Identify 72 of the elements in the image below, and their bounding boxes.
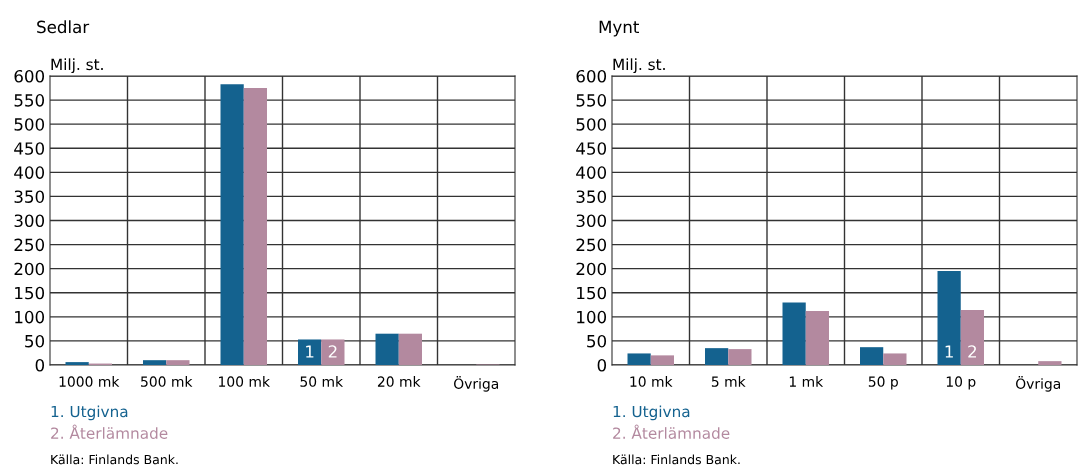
y-tick-label: 0 xyxy=(597,358,607,372)
y-tick-label: 600 xyxy=(576,69,607,83)
y-tick-label: 450 xyxy=(14,142,45,155)
bar xyxy=(782,302,806,365)
bar xyxy=(65,362,89,365)
text: 2. Återlämnade xyxy=(613,424,730,439)
bar xyxy=(705,348,729,365)
bar xyxy=(298,339,322,365)
y-tick-label: 300 xyxy=(576,214,607,228)
y-axis-title: Milj. st. xyxy=(51,58,103,74)
x-tick-label: 50 mk xyxy=(300,376,344,387)
x-tick-label: 10 mk xyxy=(630,376,673,387)
y-tick-label: 200 xyxy=(14,262,45,276)
y-tick-label: 350 xyxy=(576,190,607,203)
y-tick-label: 200 xyxy=(576,262,607,276)
bar xyxy=(220,84,244,365)
y-tick-label: 150 xyxy=(15,286,45,300)
y-tick-label: 600 xyxy=(14,69,45,83)
x-tick-label: 5 mk xyxy=(711,376,746,387)
y-tick-label: 100 xyxy=(15,310,45,324)
y-tick-label: 50 xyxy=(25,334,45,348)
y-tick-label: 250 xyxy=(14,238,45,252)
bar xyxy=(375,333,399,365)
bar xyxy=(650,355,674,365)
y-tick-label: 300 xyxy=(14,214,45,228)
x-tick-label: 1000 mk xyxy=(59,376,120,387)
bar xyxy=(166,360,190,365)
annotation: 2 xyxy=(968,345,977,358)
y-tick-label: 500 xyxy=(14,118,45,131)
y-tick-label: 0 xyxy=(35,358,45,372)
bar xyxy=(937,271,961,365)
annotation: 2 xyxy=(328,345,337,358)
bar xyxy=(728,349,752,365)
x-tick-label: Övriga xyxy=(454,376,499,392)
y-tick-label: 400 xyxy=(576,166,607,179)
y-tick-label: 350 xyxy=(14,190,45,203)
bar xyxy=(398,333,422,365)
bar xyxy=(1038,361,1062,365)
y-tick-label: 100 xyxy=(577,310,607,324)
bar xyxy=(627,353,651,365)
y-tick-label: 250 xyxy=(576,238,607,252)
text: 1. Utgivna xyxy=(613,405,690,421)
chart-title: Sedlar xyxy=(37,20,90,34)
bar xyxy=(321,339,345,365)
bar xyxy=(860,347,884,365)
text: 1. Utgivna xyxy=(51,405,128,421)
x-tick-label: 100 mk xyxy=(219,376,270,387)
text: Källa: Finlands Bank. xyxy=(613,454,740,465)
y-tick-label: 50 xyxy=(587,334,607,348)
bar xyxy=(883,353,907,365)
y-tick-label: 550 xyxy=(14,94,45,107)
text: 2. Återlämnade xyxy=(51,424,168,439)
x-tick-label: 20 mk xyxy=(377,376,421,387)
bar xyxy=(243,88,267,365)
y-tick-label: 450 xyxy=(576,142,607,155)
y-tick-label: 500 xyxy=(576,118,607,131)
y-axis-title: Milj. st. xyxy=(613,58,665,74)
annotation: 1 xyxy=(945,345,953,358)
x-tick-label: 500 mk xyxy=(141,376,193,387)
x-tick-label: 1 mk xyxy=(789,376,824,387)
x-tick-label: Övriga xyxy=(1016,376,1061,392)
y-tick-label: 550 xyxy=(576,94,607,107)
bar xyxy=(960,310,984,365)
bar xyxy=(805,311,829,365)
bar xyxy=(143,360,167,365)
chart-title: Mynt xyxy=(599,20,639,37)
y-tick-label: 150 xyxy=(577,286,607,300)
y-tick-label: 400 xyxy=(14,166,45,179)
x-tick-label: 10 p xyxy=(946,376,976,390)
x-tick-label: 50 p xyxy=(868,376,898,390)
annotation: 1 xyxy=(306,345,314,358)
text: Källa: Finlands Bank. xyxy=(51,454,178,465)
